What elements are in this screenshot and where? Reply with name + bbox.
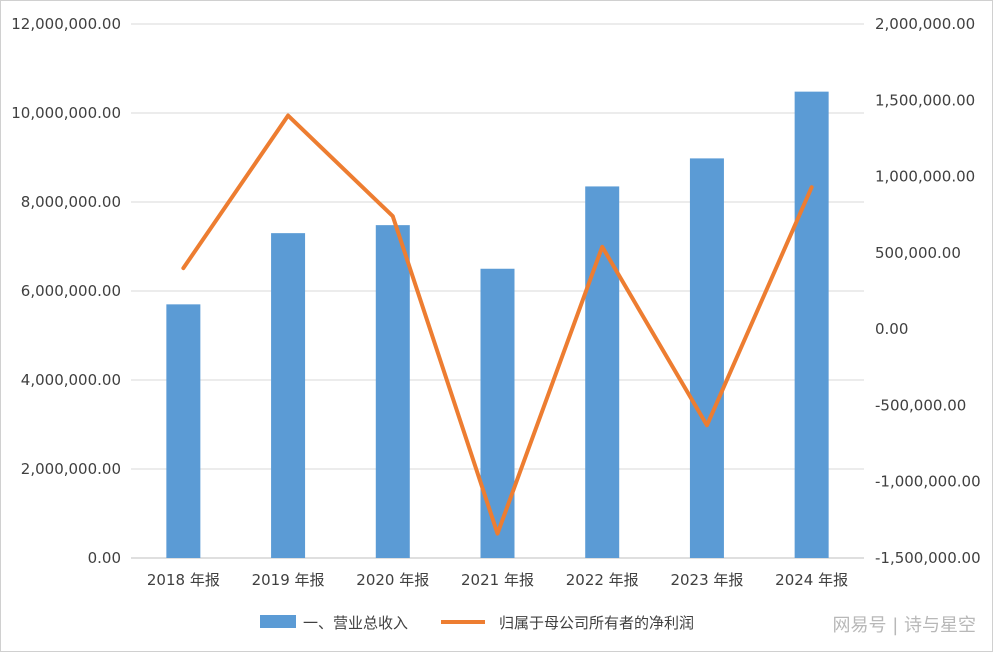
x-tick-label: 2021 年报 bbox=[461, 571, 534, 589]
bar-series bbox=[166, 91, 829, 559]
right-tick-label: -500,000.00 bbox=[875, 396, 966, 414]
left-tick-label: 12,000,000.00 bbox=[11, 15, 121, 33]
bar bbox=[166, 304, 201, 558]
x-tick-label: 2020 年报 bbox=[356, 571, 429, 589]
bar bbox=[271, 233, 306, 558]
line-point bbox=[287, 115, 289, 117]
left-tick-label: 6,000,000.00 bbox=[21, 282, 121, 300]
right-tick-label: -1,000,000.00 bbox=[875, 473, 981, 491]
right-tick-label: 500,000.00 bbox=[875, 244, 961, 262]
right-axis: -1,500,000.00 -1,000,000.00 -500,000.00 0.0… bbox=[875, 15, 981, 567]
line-series bbox=[181, 113, 814, 536]
line-point bbox=[706, 424, 708, 426]
left-tick-label: 4,000,000.00 bbox=[21, 371, 121, 389]
right-tick-label: 0.00 bbox=[875, 320, 908, 338]
x-tick-label: 2024 年报 bbox=[775, 571, 848, 589]
x-tick-label: 2018 年报 bbox=[147, 571, 220, 589]
left-axis: 0.00 2,000,000.00 4,000,000.00 6,000,000.00… bbox=[11, 15, 121, 567]
line-point bbox=[182, 267, 184, 269]
line-point bbox=[811, 186, 813, 188]
right-tick-label: 1,000,000.00 bbox=[875, 168, 975, 186]
legend-swatch-bar bbox=[260, 615, 296, 628]
x-tick-label: 2022 年报 bbox=[566, 571, 639, 589]
line-point bbox=[601, 246, 603, 248]
bar bbox=[480, 268, 515, 558]
watermark: 网易号 | 诗与星空 bbox=[832, 615, 976, 636]
left-tick-label: 2,000,000.00 bbox=[21, 460, 121, 478]
line-point bbox=[392, 215, 394, 217]
left-tick-label: 10,000,000.00 bbox=[11, 104, 121, 122]
bar bbox=[375, 225, 410, 558]
bar bbox=[689, 158, 724, 558]
right-tick-label: 1,500,000.00 bbox=[875, 91, 975, 109]
line-point bbox=[497, 533, 498, 535]
left-tick-label: 0.00 bbox=[88, 549, 121, 567]
legend: 一、营业总收入 归属于母公司所有者的净利润 bbox=[260, 614, 694, 632]
x-axis: 2018 年报 2019 年报 2020 年报 2021 年报 2022 年报 2023 … bbox=[147, 571, 848, 589]
bar bbox=[585, 186, 620, 559]
x-tick-label: 2023 年报 bbox=[670, 571, 743, 589]
bar bbox=[794, 91, 829, 558]
right-tick-label: 2,000,000.00 bbox=[875, 15, 975, 33]
right-tick-label: -1,500,000.00 bbox=[875, 549, 981, 567]
legend-label-bar: 一、营业总收入 bbox=[303, 614, 408, 632]
left-tick-label: 8,000,000.00 bbox=[21, 193, 121, 211]
x-tick-label: 2019 年报 bbox=[252, 571, 325, 589]
legend-label-line: 归属于母公司所有者的净利润 bbox=[499, 614, 694, 632]
